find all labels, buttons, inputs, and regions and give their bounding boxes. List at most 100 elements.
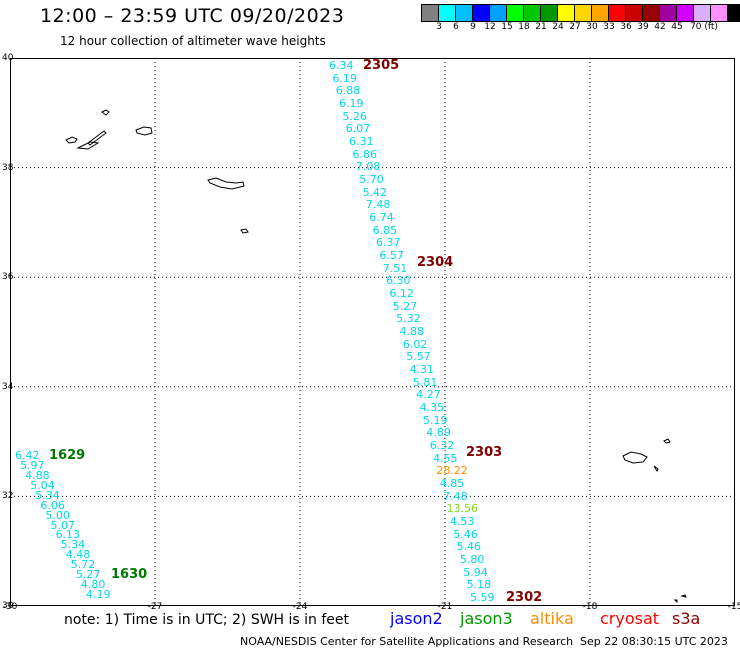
footer-note: note: 1) Time is in UTC; 2) SWH is in fe… [64,612,350,628]
swh-value: 28.22 [436,464,468,478]
swh-value: 6.12 [389,287,414,300]
color-scale-label: 24 [552,22,564,32]
swh-value: 6.57 [379,249,404,262]
island-sao-miguel [207,177,245,190]
color-scale-label: 9 [470,22,476,32]
generated-timestamp: Sep 22 08:30:15 UTC 2023 [580,635,728,648]
swh-value: 5.94 [463,565,488,579]
pass-id-label: 2302 [506,590,543,605]
color-swatch [456,5,473,21]
island-pico [76,141,100,150]
swh-value: 5.26 [342,109,367,123]
longitude-label: -24 [292,602,308,612]
swh-value: 5.80 [459,553,485,566]
island-santa-maria [240,228,249,234]
swh-value: 6.07 [345,122,371,136]
swh-value: 5.57 [406,350,431,364]
swh-value: 5.59 [470,591,495,604]
map-gridlines [10,58,735,606]
swh-value: 6.19 [332,71,357,85]
satellite-legend-altika: altika [530,609,574,628]
latitude-label: 30 [2,601,14,611]
swh-value: 4.88 [25,468,50,482]
color-swatch [575,5,592,21]
swh-value: 5.46 [453,527,478,541]
swh-value: 6.06 [40,498,65,512]
color-scale-label: 3 [436,22,442,32]
swh-value: 5.18 [466,578,492,592]
color-scale-label: 70 (ft) [690,22,718,32]
swh-value: 6.85 [372,223,398,237]
island-sao-jorge [87,130,107,146]
swh-value: 5.27 [392,299,418,313]
swh-value: 5.27 [75,568,101,582]
map-frame [10,58,735,606]
swh-value: 4.89 [426,426,451,440]
color-swatch [490,5,507,21]
color-scale-label: 27 [569,22,581,32]
latitude-label: 32 [2,491,14,502]
swh-value: 6.74 [369,211,394,224]
island-madeira [622,451,648,464]
longitude-label: -27 [147,602,163,612]
island-canary-nw [680,594,687,598]
color-swatch [728,5,740,21]
color-scale-label: 33 [603,22,615,32]
swh-value: 4.80 [80,578,106,592]
color-scale-label: 30 [586,22,598,32]
swh-value: 6.34 [329,59,354,72]
swh-value: 5.42 [362,185,388,199]
swh-value: 6.32 [429,439,455,452]
color-swatch [473,5,490,21]
color-swatch [507,5,524,21]
color-swatch [711,5,728,21]
swh-value: 6.37 [376,236,401,250]
satellite-legend-s3a: s3a [672,609,701,628]
latitude-label: 36 [2,272,14,283]
color-scale-label: 21 [535,22,547,32]
swh-value: 5.81 [412,375,438,389]
swh-value: 4.27 [416,388,441,402]
pass-id-label: 2303 [466,445,503,460]
color-swatch [643,5,660,21]
swh-value: 5.32 [396,312,421,326]
pass-id-label: 2305 [363,58,400,73]
color-swatch [660,5,677,21]
latitude-label: 40 [2,53,14,63]
swh-value: 4.55 [433,451,458,465]
color-scale-label: 18 [518,22,530,32]
swh-value: 7.51 [382,261,408,275]
color-scale-label: 36 [620,22,632,32]
credit-line: NOAA/NESDIS Center for Satellite Applica… [240,635,574,648]
longitude-label: -15 [727,602,740,612]
longitude-label: -21 [437,602,453,612]
page-title: 12:00 – 23:59 UTC 09/20/2023 [40,5,345,27]
swh-value: 6.88 [335,84,361,98]
latitude-label: 34 [2,381,14,392]
island-faial [65,136,78,144]
color-swatch [592,5,609,21]
swh-value: 5.34 [35,488,60,502]
swh-value: 6.13 [55,528,81,542]
swh-value: 6.02 [402,337,428,351]
island-flores [101,109,110,116]
longitude-label: -30 [2,602,18,612]
swh-value: 5.04 [30,478,55,492]
swh-value: 6.42 [15,449,40,462]
swh-value: 4.48 [65,548,91,562]
pass-id-label: 2304 [417,255,454,270]
swh-value: 5.19 [423,413,448,427]
swh-value: 13.56 [446,502,479,516]
swh-value: 6.19 [339,97,364,110]
swh-value: 7.48 [443,489,468,503]
swh-value: 5.34 [60,538,86,552]
swh-color-scale [421,4,740,22]
color-scale-label: 12 [484,22,496,32]
color-swatch [558,5,575,21]
color-scale-label: 39 [637,22,649,32]
satellite-legend-jason2: jason2 [390,609,443,628]
swh-value: 7.08 [355,160,381,174]
color-scale-label: 15 [501,22,513,32]
color-swatch [524,5,541,21]
swh-value: 7.48 [365,198,391,212]
